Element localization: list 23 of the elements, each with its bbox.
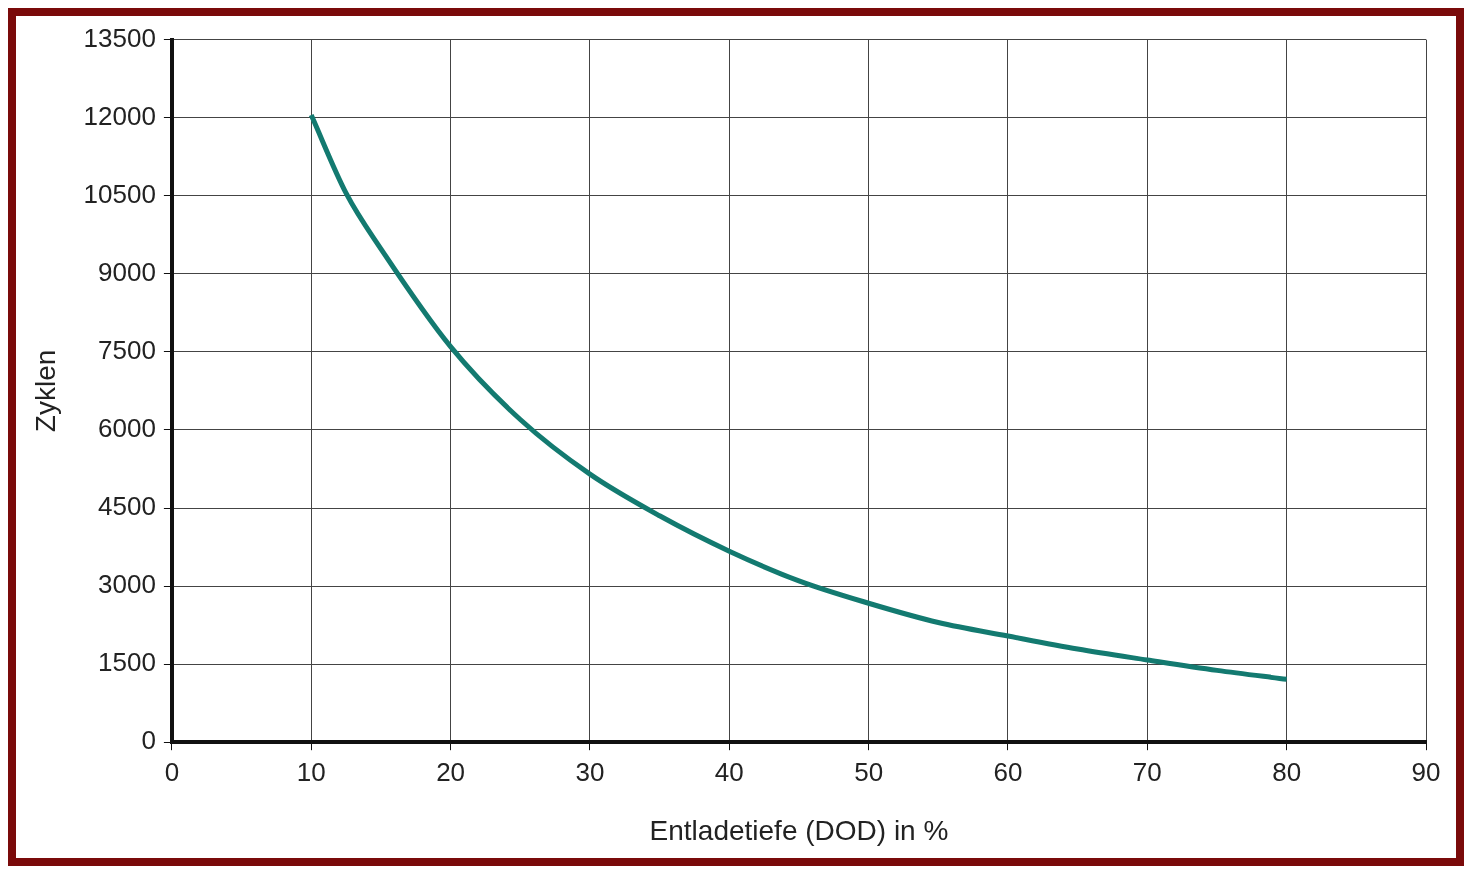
page-frame: Entladetiefe (DOD) in % Zyklen 0 10 20 30 40 50 60 70 80 90 0 1500 3000 4500 6000 7500 9000 10500 12000 13500 [8,8,1464,866]
y-tick-label: 13500 [83,22,156,53]
y-tick-label: 12000 [83,100,156,131]
x-tick-label: 60 [993,756,1023,787]
y-tick-label: 9000 [98,256,156,287]
x-tick-label: 80 [1272,756,1302,787]
x-tick-label: 90 [1411,756,1441,787]
y-tick-label: 7500 [98,335,156,366]
y-tick-label: 10500 [83,178,156,209]
x-tick-label: 20 [436,756,466,787]
y-axis-title: Zyklen [29,349,61,433]
y-tick-label: 1500 [98,647,156,678]
x-tick-label: 70 [1132,756,1162,787]
y-tick-label: 6000 [98,413,156,444]
y-tick-label: 0 [141,725,156,756]
x-tick-label: 0 [164,756,180,787]
x-axis-title: Entladetiefe (DOD) in % [649,814,949,846]
x-tick-label: 30 [575,756,605,787]
x-tick-label: 10 [296,756,326,787]
y-tick-label: 3000 [98,569,156,600]
y-tick-label: 4500 [98,491,156,522]
x-tick-label: 50 [854,756,884,787]
x-tick-label: 40 [714,756,744,787]
